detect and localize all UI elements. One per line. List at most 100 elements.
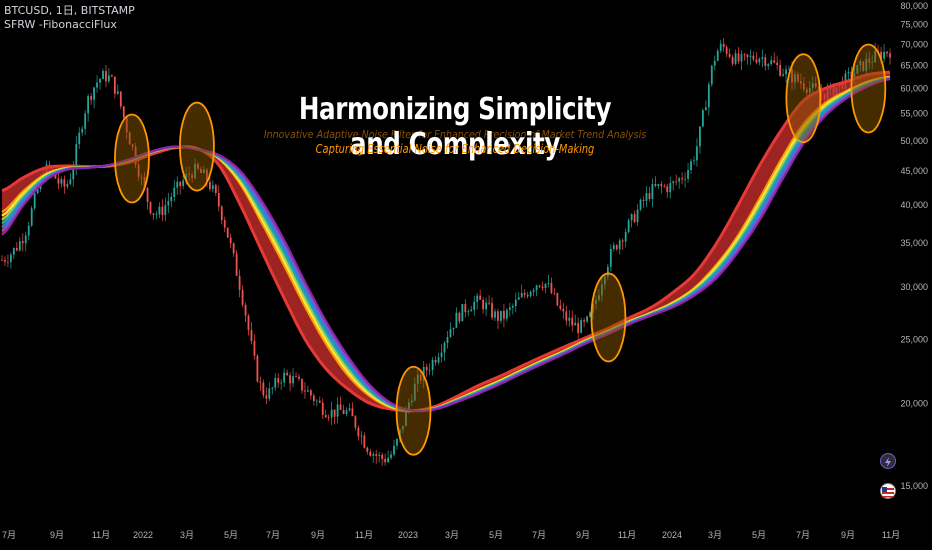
- indicator-name[interactable]: SFRW -FibonacciFlux: [4, 18, 117, 31]
- candle-body: [580, 320, 583, 333]
- candle-body: [161, 206, 164, 216]
- candle-body: [357, 427, 360, 437]
- x-tick-label: 7月: [2, 530, 16, 540]
- candle-body: [707, 84, 710, 108]
- candle-body: [716, 50, 719, 61]
- flag-badge-icon[interactable]: [880, 483, 896, 499]
- x-tick-label: 7月: [266, 530, 280, 540]
- candle-body: [660, 183, 663, 187]
- candle-body: [63, 179, 66, 187]
- candle-body: [696, 146, 698, 161]
- candle-body: [102, 70, 104, 79]
- candle-body: [508, 307, 511, 310]
- candle-body: [687, 170, 689, 179]
- candle-body: [60, 179, 63, 184]
- candle-body: [651, 184, 654, 199]
- candle-body: [360, 435, 363, 437]
- candle-body: [666, 186, 669, 193]
- candle-body: [443, 342, 446, 353]
- candle-body: [384, 458, 387, 463]
- candle-body: [636, 209, 639, 223]
- candle-body: [752, 55, 755, 60]
- x-tick-label: 9月: [50, 530, 64, 540]
- lightning-icon: [885, 457, 891, 467]
- candle-body: [779, 65, 782, 76]
- candle-body: [526, 294, 529, 297]
- candle-body: [348, 408, 351, 411]
- overlay-subtitle: Capturing Essential Noise for Enhanced D…: [315, 142, 595, 156]
- candle-body: [437, 357, 440, 363]
- candle-body: [164, 205, 167, 216]
- candle-body: [315, 400, 318, 402]
- candle-body: [675, 181, 678, 183]
- candle-body: [369, 451, 372, 456]
- candle-body: [467, 311, 470, 313]
- candle-body: [473, 301, 476, 310]
- candle-body: [220, 206, 223, 221]
- candle-body: [21, 241, 24, 244]
- candle-body: [627, 220, 630, 233]
- candle-body: [523, 292, 526, 295]
- candle-body: [226, 227, 229, 238]
- candle-body: [458, 312, 461, 322]
- x-tick-label: 9月: [841, 530, 855, 540]
- candles-layer: [1, 38, 891, 466]
- candle-body: [271, 387, 274, 389]
- x-tick-label: 9月: [576, 530, 590, 540]
- y-tick-label: 65,000: [900, 61, 928, 71]
- fib-line-outer: [1, 70, 891, 413]
- candle-body: [749, 55, 752, 57]
- candle-body: [105, 70, 107, 82]
- x-tick-label: 11月: [92, 530, 110, 540]
- x-tick-label: 7月: [796, 530, 810, 540]
- candle-body: [621, 240, 624, 242]
- candle-body: [847, 71, 850, 74]
- candle-body: [301, 378, 303, 391]
- x-tick-label: 2023: [398, 530, 418, 540]
- candle-body: [609, 249, 612, 267]
- candle-body: [262, 382, 265, 396]
- candle-body: [494, 311, 496, 318]
- y-tick-label: 60,000: [900, 83, 928, 93]
- y-tick-label: 55,000: [900, 108, 928, 118]
- candle-body: [211, 185, 214, 189]
- candle-body: [36, 188, 39, 194]
- candle-body: [725, 47, 728, 54]
- symbol-info[interactable]: BTCUSD, 1日, BITSTAMP: [4, 4, 135, 17]
- candle-body: [232, 243, 235, 254]
- candle-body: [318, 400, 321, 403]
- candle-body: [259, 381, 262, 383]
- candle-body: [553, 292, 556, 294]
- candle-body: [704, 107, 707, 111]
- candle-body: [615, 245, 618, 250]
- candle-body: [713, 60, 716, 66]
- candle-body: [699, 126, 701, 147]
- candle-body: [283, 372, 286, 383]
- candle-body: [693, 160, 695, 162]
- candle-body: [363, 435, 366, 448]
- x-tick-label: 3月: [180, 530, 194, 540]
- highlight-circle-1: [114, 113, 150, 204]
- indicator-badge-icon[interactable]: [880, 453, 896, 469]
- candle-body: [544, 283, 547, 289]
- candle-body: [372, 454, 375, 456]
- candle-body: [719, 43, 722, 51]
- candle-body: [782, 74, 784, 76]
- candle-body: [577, 322, 580, 333]
- candle-body: [589, 312, 591, 317]
- candle-body: [176, 181, 179, 188]
- candle-body: [550, 282, 553, 293]
- candle-body: [770, 60, 773, 65]
- candle-body: [639, 199, 642, 210]
- candle-body: [776, 62, 779, 66]
- candle-body: [737, 53, 740, 62]
- candle-body: [452, 327, 455, 330]
- x-tick-label: 11月: [882, 530, 900, 540]
- candle-body: [618, 240, 621, 250]
- candle-body: [541, 286, 544, 289]
- x-axis: 7月 9月 11月 2022 3月 5月 7月 9月 11月 2023 3月 5月 7月 9月 11月 202…: [2, 530, 900, 540]
- highlight-circles-layer: [114, 43, 887, 456]
- candle-body: [354, 416, 357, 428]
- y-tick-label: 70,000: [900, 39, 928, 49]
